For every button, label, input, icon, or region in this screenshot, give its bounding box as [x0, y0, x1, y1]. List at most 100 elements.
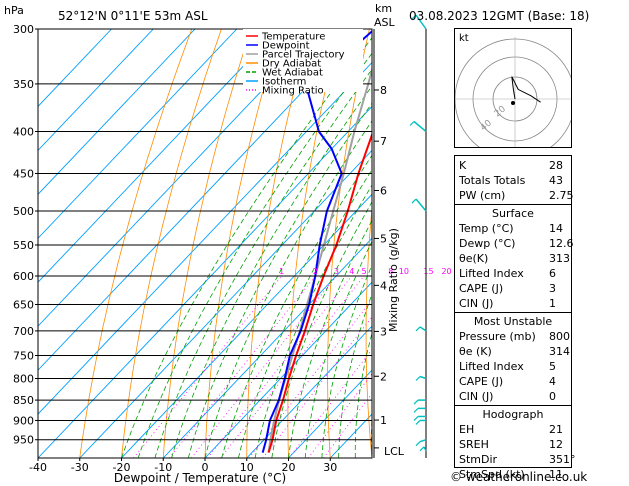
table-section-title: Surface [492, 207, 534, 220]
legend-item: Wet Adiabat [262, 68, 323, 79]
wind-barb [415, 14, 427, 30]
temperature-tick-label: -20 [113, 461, 131, 474]
table-separator [455, 204, 571, 205]
index-value: 351° [549, 453, 576, 466]
isotherm-line [79, 149, 372, 458]
temperature-tick-label: -10 [154, 461, 172, 474]
isotherm-line [38, 105, 372, 458]
hodograph-plot: kt 20 40 [455, 33, 571, 147]
isotherm-line [38, 29, 238, 239]
index-row: Lifted Index 5 [455, 359, 571, 374]
temperature-tick-label: -30 [71, 461, 89, 474]
pressure-tick-label: 400 [13, 126, 34, 139]
asl-label: ASL [374, 16, 396, 29]
index-row: CAPE (J) 4 [455, 374, 571, 389]
mixing-ratio-label: 10 [399, 267, 409, 276]
hodograph-panel: kt 20 40 [454, 28, 572, 148]
isotherm-line [38, 29, 321, 327]
dry-adiabat-line [574, 29, 623, 458]
pressure-tick-label: 800 [13, 372, 34, 385]
pressure-tick-label: 300 [13, 23, 34, 36]
index-key: CIN (J) [459, 390, 494, 403]
pressure-tick-label: 650 [13, 299, 34, 312]
index-row: StmDir 351° [455, 452, 576, 467]
km-tick-label: 1 [380, 414, 387, 427]
km-tick-label: 8 [380, 84, 387, 97]
hodograph-unit: kt [459, 33, 469, 44]
index-key: CIN (J) [459, 297, 494, 310]
index-key: K [459, 159, 467, 172]
index-row: Lifted Index 6 [455, 266, 571, 281]
index-key: StmDir [459, 453, 498, 466]
index-row: Dewp (°C) 12.6 [455, 236, 574, 251]
wind-barb [423, 446, 427, 452]
index-key: Totals Totals [459, 174, 526, 187]
dry-adiabat-line [121, 29, 222, 458]
isotherm-line [204, 281, 372, 458]
index-value: 0 [549, 390, 556, 403]
dry-adiabat-line [605, 29, 629, 458]
table-separator [455, 312, 571, 313]
pressure-tick-label: 950 [13, 434, 34, 447]
temperature-tick-label: 0 [202, 461, 209, 474]
wet-adiabat-line [321, 264, 372, 458]
km-tick-label: 7 [380, 135, 387, 148]
index-value: 12 [549, 438, 563, 451]
wet-adiabat-line [354, 331, 372, 458]
isotherm-line [38, 29, 112, 108]
pressure-tick-label: 350 [13, 78, 34, 91]
mixing-ratio-label: 2 [313, 267, 318, 276]
km-tick-label: 2 [380, 370, 387, 383]
pressure-tick-label: 600 [13, 270, 34, 283]
mixing-ratio-label: 1 [279, 267, 284, 276]
legend-item: Dry Adiabat [262, 59, 321, 70]
index-value: 313 [549, 252, 570, 265]
pressure-tick-label: 750 [13, 349, 34, 362]
km-tick-label: 5 [380, 232, 387, 245]
indices-table: K 28 Totals Totals 43 PW (cm) 2.75 Surface Temp… [454, 155, 576, 481]
isotherm-line [162, 237, 372, 458]
index-row: CIN (J) 1 [455, 296, 571, 311]
index-value: 14 [549, 222, 563, 235]
dry-adiabat-line [162, 29, 252, 458]
dry-adiabat-line [403, 29, 428, 458]
wind-barbs [409, 14, 427, 458]
index-key: Pressure (mb) [459, 330, 536, 343]
pressure-tick-label: 500 [13, 205, 34, 218]
wind-barb [419, 439, 427, 443]
lcl-label: LCL [384, 445, 405, 458]
mixing-ratio-label: 4 [349, 267, 354, 276]
index-row: Pressure (mb) 800 [455, 329, 571, 344]
wind-barb [419, 326, 427, 332]
index-value: 800 [549, 330, 570, 343]
index-key: Lifted Index [459, 360, 524, 373]
index-key: θe(K) [459, 252, 489, 265]
temperature-tick-label: 20 [282, 461, 296, 474]
hodograph-trace [511, 76, 541, 103]
index-key: θe (K) [459, 345, 492, 358]
legend-item: Dewpoint [262, 41, 310, 52]
index-value: 314 [549, 345, 570, 358]
hpa-label: hPa [4, 4, 24, 17]
hodograph-ring-label-40: 40 [479, 118, 494, 133]
x-axis-label: Dewpoint / Temperature (°C) [114, 471, 286, 485]
index-key: Lifted Index [459, 267, 524, 280]
index-key: PW (cm) [459, 189, 506, 202]
index-value: 12.6 [549, 237, 574, 250]
location-title: 52°12'N 0°11'E 53m ASL [58, 9, 208, 23]
index-row: θe(K) 313 [455, 251, 571, 266]
legend-item: Isotherm [262, 77, 306, 88]
km-tick-label: 4 [380, 279, 387, 292]
isotherm-line [246, 325, 372, 458]
wet-adiabat-line [121, 37, 372, 458]
wind-barb [419, 375, 427, 380]
mixing-ratio-line [207, 275, 353, 458]
table-section-title: Hodograph [482, 408, 544, 421]
legend-box [243, 29, 363, 92]
index-row: Totals Totals 43 [455, 173, 571, 188]
index-key: CAPE (J) [459, 375, 504, 388]
index-key: Temp (°C) [459, 222, 514, 235]
index-value: 43 [549, 174, 563, 187]
